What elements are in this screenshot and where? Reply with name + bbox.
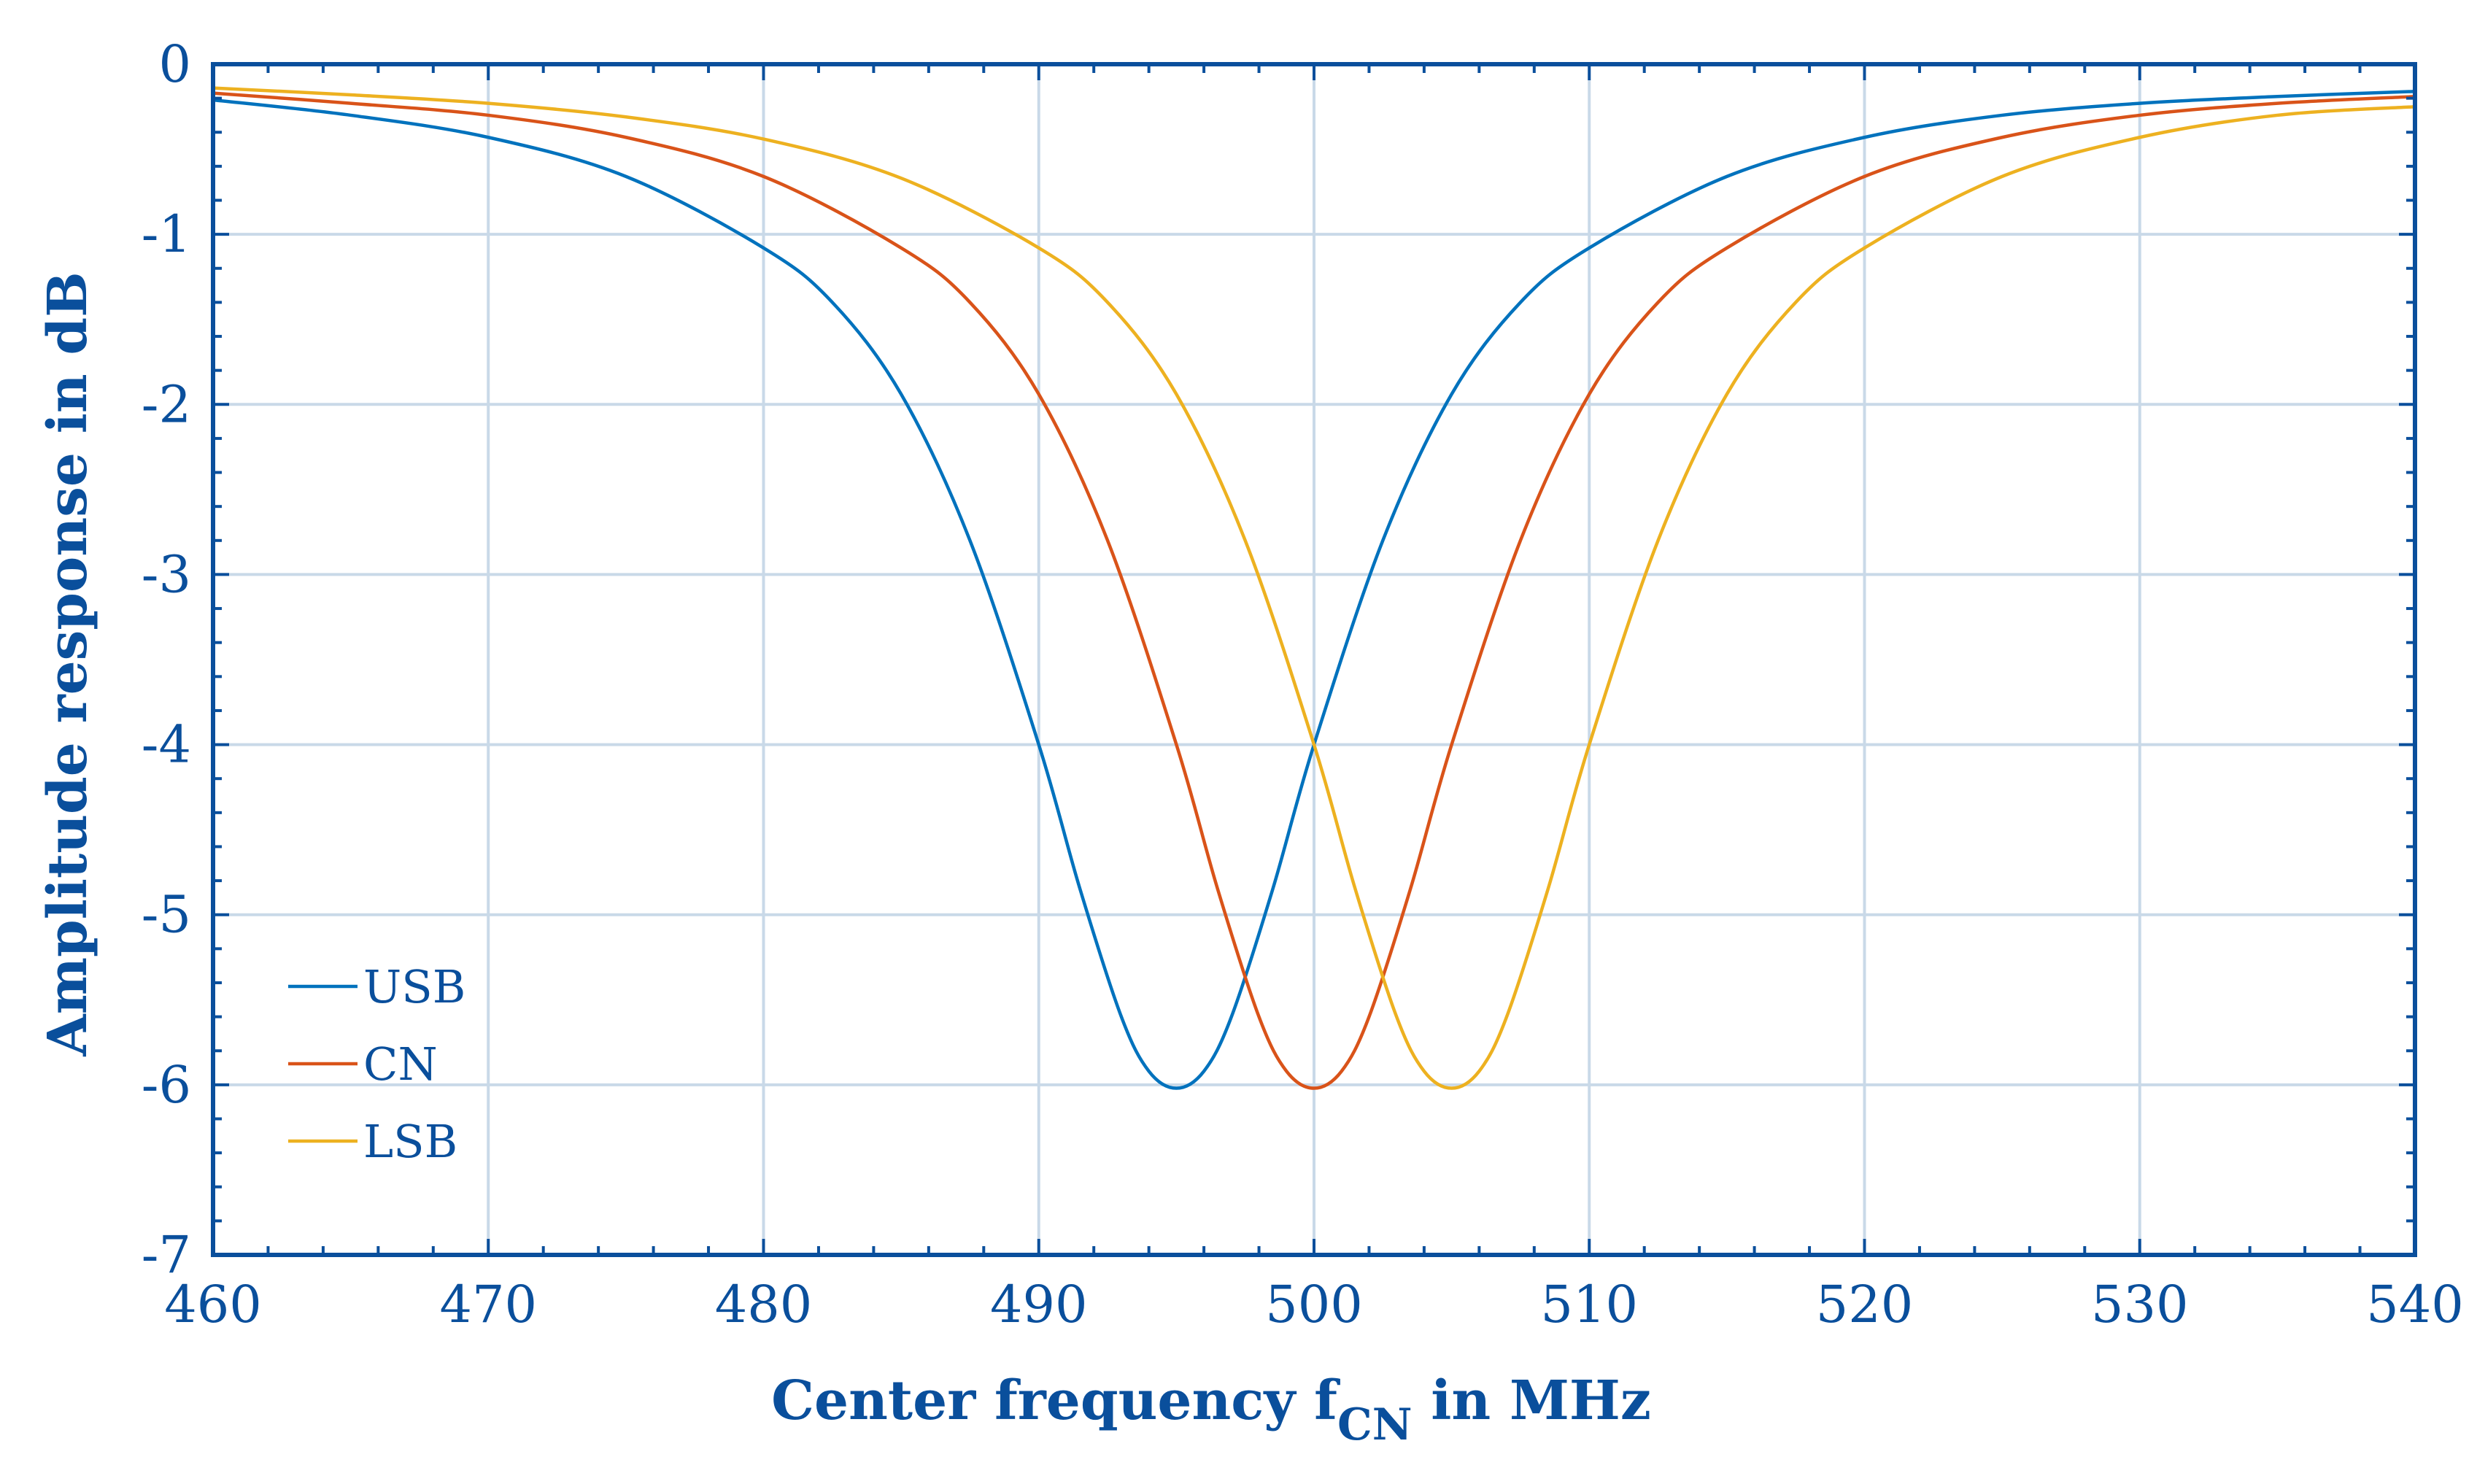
y-tick-label: -7 [142, 1225, 191, 1285]
x-tick-label: 540 [2366, 1275, 2464, 1334]
y-tick-label: -2 [142, 374, 191, 434]
grid-lines [213, 64, 2415, 1255]
x-axis-title-tail: in MHz [1413, 1369, 1651, 1432]
legend-label-lsb: LSB [363, 1115, 457, 1168]
x-axis-title-subscript: CN [1337, 1399, 1413, 1450]
y-tick-label: 0 [158, 34, 191, 94]
series-line-usb [212, 90, 2416, 1090]
x-tick-label: 520 [1816, 1275, 1914, 1334]
x-axis-title-main: Center frequency f [771, 1369, 1340, 1432]
x-tick-label: 470 [439, 1275, 537, 1334]
data-series [212, 86, 2416, 1090]
y-tick-label: -1 [142, 204, 191, 264]
legend: USB CN LSB [288, 960, 465, 1168]
tick-labels: 460 470 480 490 500 510 520 530 540 0 -1 -2 -3 -4 -5 -6… [142, 34, 2464, 1334]
plot-frame [211, 62, 2417, 1257]
y-tick-label: -4 [142, 715, 191, 775]
x-axis-title: Center frequency fCN in MHz [771, 1369, 1651, 1450]
x-tick-label: 500 [1265, 1275, 1363, 1334]
x-tick-label: 480 [715, 1275, 813, 1334]
x-tick-label: 490 [990, 1275, 1088, 1334]
y-axis-title: Amplitude response in dB [36, 271, 99, 1056]
y-tick-label: -5 [142, 885, 191, 945]
legend-label-cn: CN [363, 1037, 438, 1091]
x-tick-label: 460 [164, 1275, 262, 1334]
y-tick-label: -3 [142, 544, 191, 604]
series-line-cn [212, 91, 2416, 1090]
y-tick-label: -6 [142, 1055, 191, 1115]
x-tick-label: 510 [1540, 1275, 1638, 1334]
series-line-lsb [212, 86, 2416, 1090]
x-tick-label: 530 [2091, 1275, 2189, 1334]
legend-label-usb: USB [363, 960, 465, 1013]
